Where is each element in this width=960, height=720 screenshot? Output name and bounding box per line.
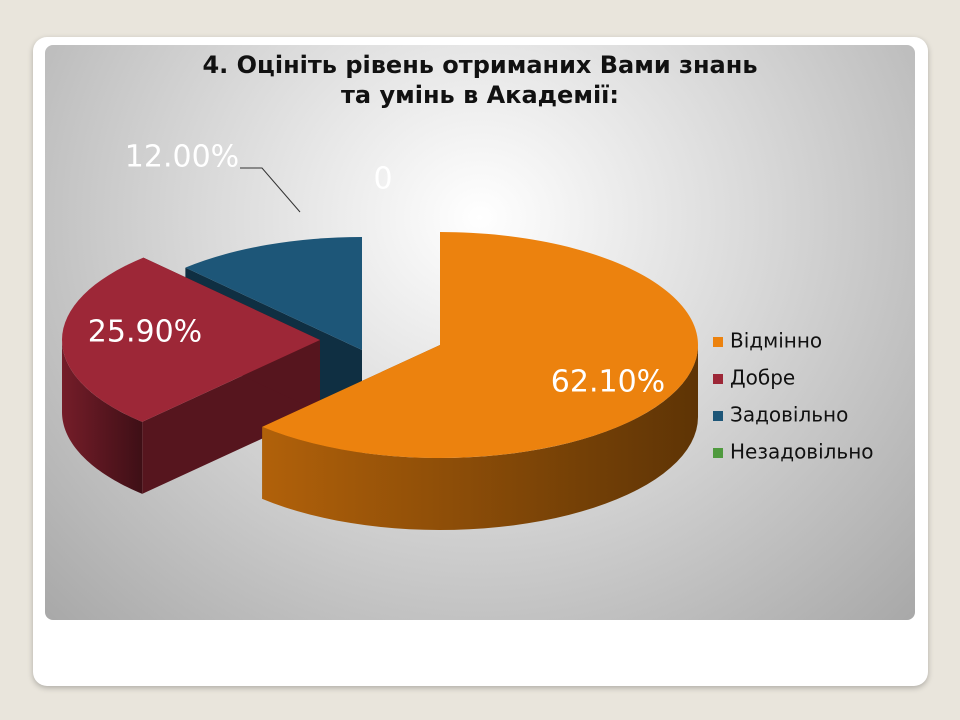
legend-swatch: [713, 374, 723, 384]
slice-top: [262, 232, 698, 458]
legend-swatch: [713, 448, 723, 458]
slice-top: [62, 257, 320, 422]
data-label: 12.00%: [125, 140, 239, 175]
data-label: 25.90%: [88, 315, 202, 350]
slice: [262, 232, 698, 530]
data-label: 0: [373, 162, 392, 197]
leader-line: [240, 167, 301, 213]
slice-wall: [262, 345, 698, 530]
legend-label: Незадовільно: [730, 440, 874, 464]
slice-wall: [62, 340, 143, 494]
legend-swatch: [713, 337, 723, 347]
slice-top: [185, 237, 362, 350]
legend-label: Задовільно: [730, 403, 848, 427]
chart-title: 4. Оцініть рівень отриманих Вами знань т…: [202, 51, 758, 109]
legend-swatch: [713, 411, 723, 421]
data-label: 62.10%: [551, 365, 665, 400]
legend-label: Добре: [730, 366, 795, 390]
legend-label: Відмінно: [730, 329, 822, 353]
slice: [62, 257, 320, 494]
